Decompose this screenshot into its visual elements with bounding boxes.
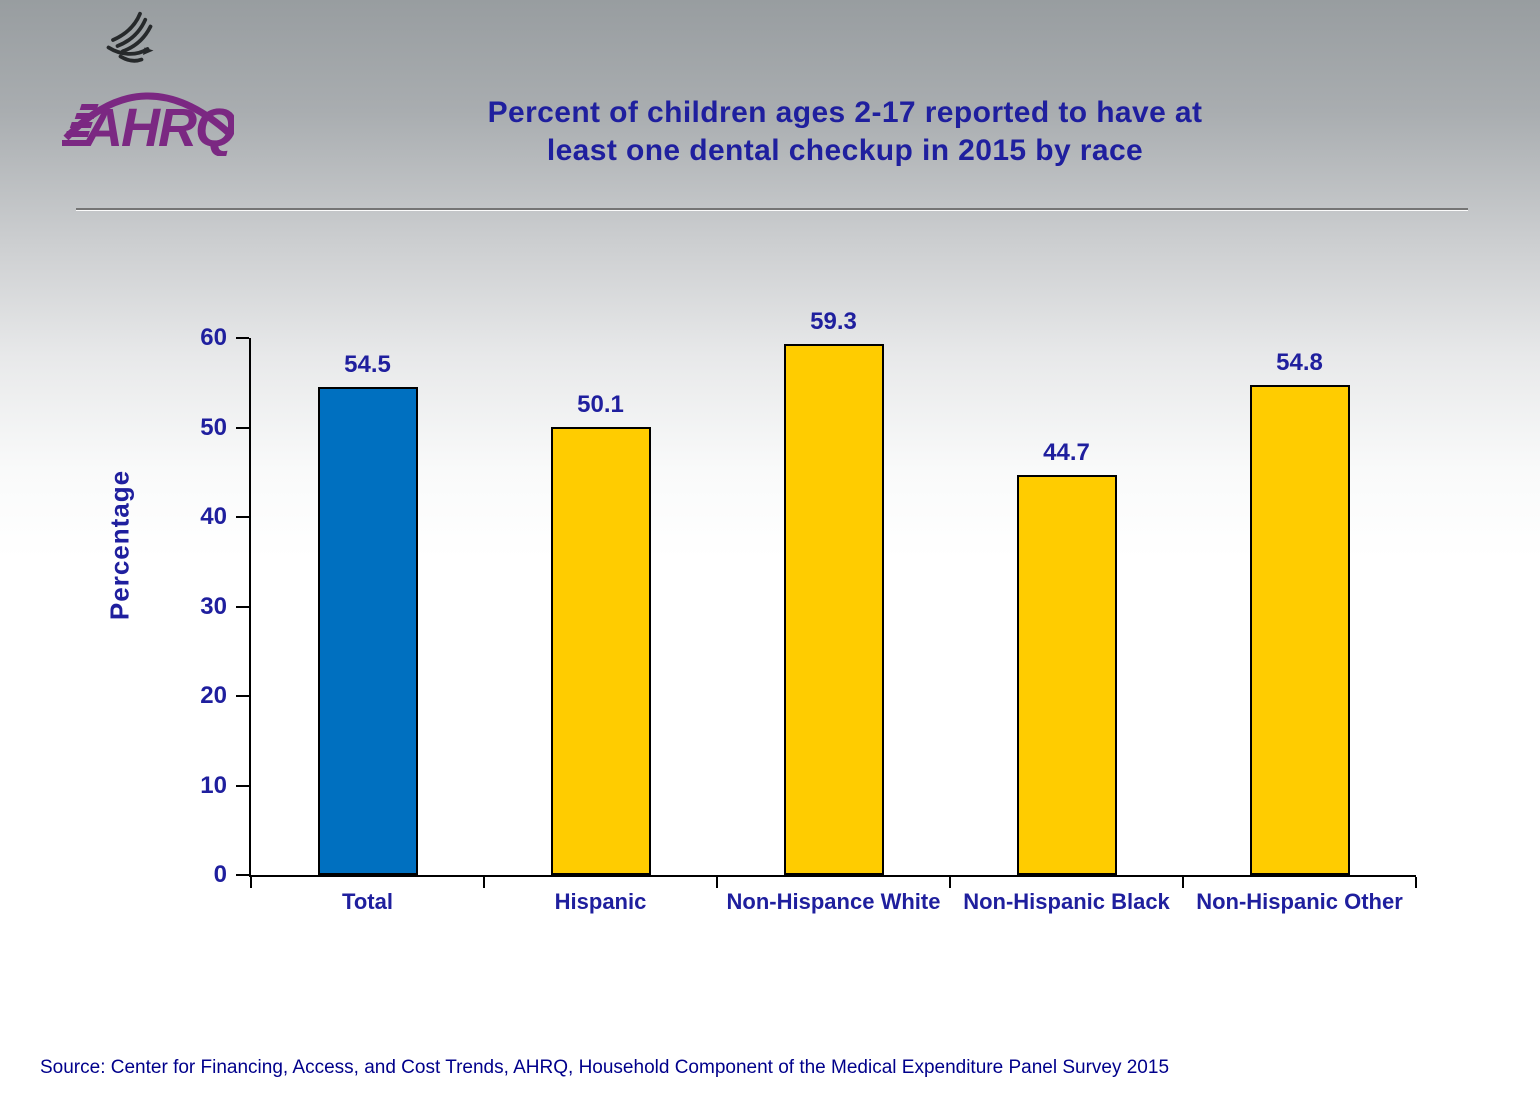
- y-tick-label: 40: [200, 503, 227, 530]
- y-tick: [236, 516, 249, 518]
- y-tick-label: 0: [213, 861, 227, 888]
- y-tick-label: 20: [200, 682, 227, 709]
- y-tick: [236, 605, 249, 608]
- logo-text: AHRQ: [82, 98, 234, 156]
- x-axis-tick: [250, 877, 252, 888]
- bar-non-hispance-white: [783, 344, 884, 875]
- bar-value-label: 54.5: [344, 351, 391, 379]
- x-category-label: Hispanic: [554, 889, 647, 914]
- y-tick: [236, 695, 249, 697]
- x-axis-tick: [483, 877, 485, 888]
- x-axis-tick: [716, 877, 718, 888]
- bar-value-label: 54.8: [1276, 348, 1323, 376]
- x-category-label: Non-Hispanic Other: [1196, 889, 1403, 914]
- y-tick: [236, 426, 249, 429]
- bar-value-label: 44.7: [1043, 438, 1090, 466]
- y-axis-label: Percentage: [104, 469, 135, 621]
- bar-hispanic: [550, 426, 651, 875]
- x-category-label: Total: [342, 889, 393, 914]
- x-category-label: Non-Hispanic Black: [963, 889, 1170, 914]
- chart-title-line1: Percent of children ages 2-17 reported t…: [487, 96, 1203, 129]
- plot-area: 0 10 20 30 40 50 60 54.5 Total 50.1 Hispanic 59.3 No…: [200, 308, 1417, 914]
- y-tick-label: 60: [200, 324, 227, 351]
- bar-value-label: 50.1: [577, 390, 624, 418]
- x-axis-tick: [1415, 877, 1417, 888]
- source-note: Source: Center for Financing, Access, an…: [40, 1057, 1170, 1078]
- y-tick: [236, 337, 249, 339]
- bar-non-hispanic-other: [1249, 384, 1350, 875]
- eagle-beak: [143, 47, 154, 55]
- y-tick: [236, 874, 249, 876]
- bar-value-label: 59.3: [810, 308, 857, 336]
- bar-non-hispanic-black: [1016, 474, 1117, 875]
- chart-title: Percent of children ages 2-17 reported t…: [295, 94, 1395, 170]
- chart-title-line2: least one dental checkup in 2015 by race: [546, 134, 1144, 167]
- logo-speed-stripes: [62, 104, 99, 146]
- bar-total: [317, 387, 418, 875]
- x-axis-tick: [949, 877, 951, 888]
- hhs-eagle-icon: [106, 11, 154, 63]
- header-divider: [76, 208, 1468, 211]
- y-tick-label: 10: [200, 771, 227, 799]
- ahrq-wordmark: AHRQ: [62, 92, 234, 156]
- x-axis-tick: [1182, 877, 1184, 888]
- y-tick-label: 30: [200, 592, 227, 620]
- y-tick-label: 50: [200, 413, 227, 441]
- y-tick: [236, 784, 249, 787]
- x-category-label: Non-Hispance White: [726, 889, 941, 914]
- logo-swoosh: [63, 92, 233, 141]
- ahrq-logo: AHRQ: [60, 4, 250, 156]
